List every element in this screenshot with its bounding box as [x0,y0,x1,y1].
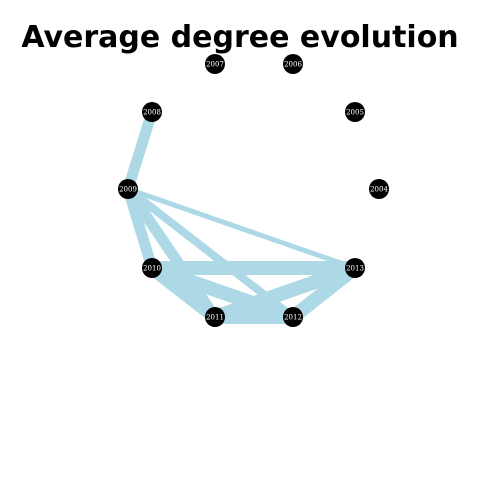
node-circle [345,258,365,278]
edge-layer [122,110,360,324]
node-2011: 2011 [205,307,225,327]
node-label: 2013 [346,265,364,273]
node-2010: 2010 [142,258,162,278]
node-2009: 2009 [118,179,138,199]
edge-2011-2013 [212,261,358,324]
node-circle [205,307,225,327]
node-2006: 2006 [283,54,303,74]
node-label: 2011 [206,314,224,322]
node-2007: 2007 [205,54,225,74]
node-label: 2006 [284,61,302,69]
edge-2009-2011 [123,185,220,321]
node-label: 2009 [119,186,137,194]
edge-2010-2012 [149,261,296,324]
node-2013: 2013 [345,258,365,278]
node-circle [205,54,225,74]
node-circle [283,307,303,327]
node-label: 2007 [206,61,224,69]
node-circle [142,102,162,122]
node-circle [118,179,138,199]
node-label: 2005 [346,109,364,117]
node-layer: 2004 2005 2006 2007 2008 2009 2010 2011 2012 2013 [118,54,389,327]
node-circle [142,258,162,278]
node-2004: 2004 [369,179,389,199]
node-2008: 2008 [142,102,162,122]
node-label: 2012 [284,314,302,322]
edge-2012-2013 [288,262,360,323]
edge-2009-2013 [127,186,356,271]
node-2012: 2012 [283,307,303,327]
node-label: 2010 [143,265,161,273]
node-circle [369,179,389,199]
node-circle [283,54,303,74]
node-circle [345,102,365,122]
node-2005: 2005 [345,102,365,122]
node-label: 2004 [370,186,388,194]
edge-2008-2009 [122,110,158,191]
chart-title: Average degree evolution [21,20,459,55]
node-label: 2008 [143,109,161,117]
